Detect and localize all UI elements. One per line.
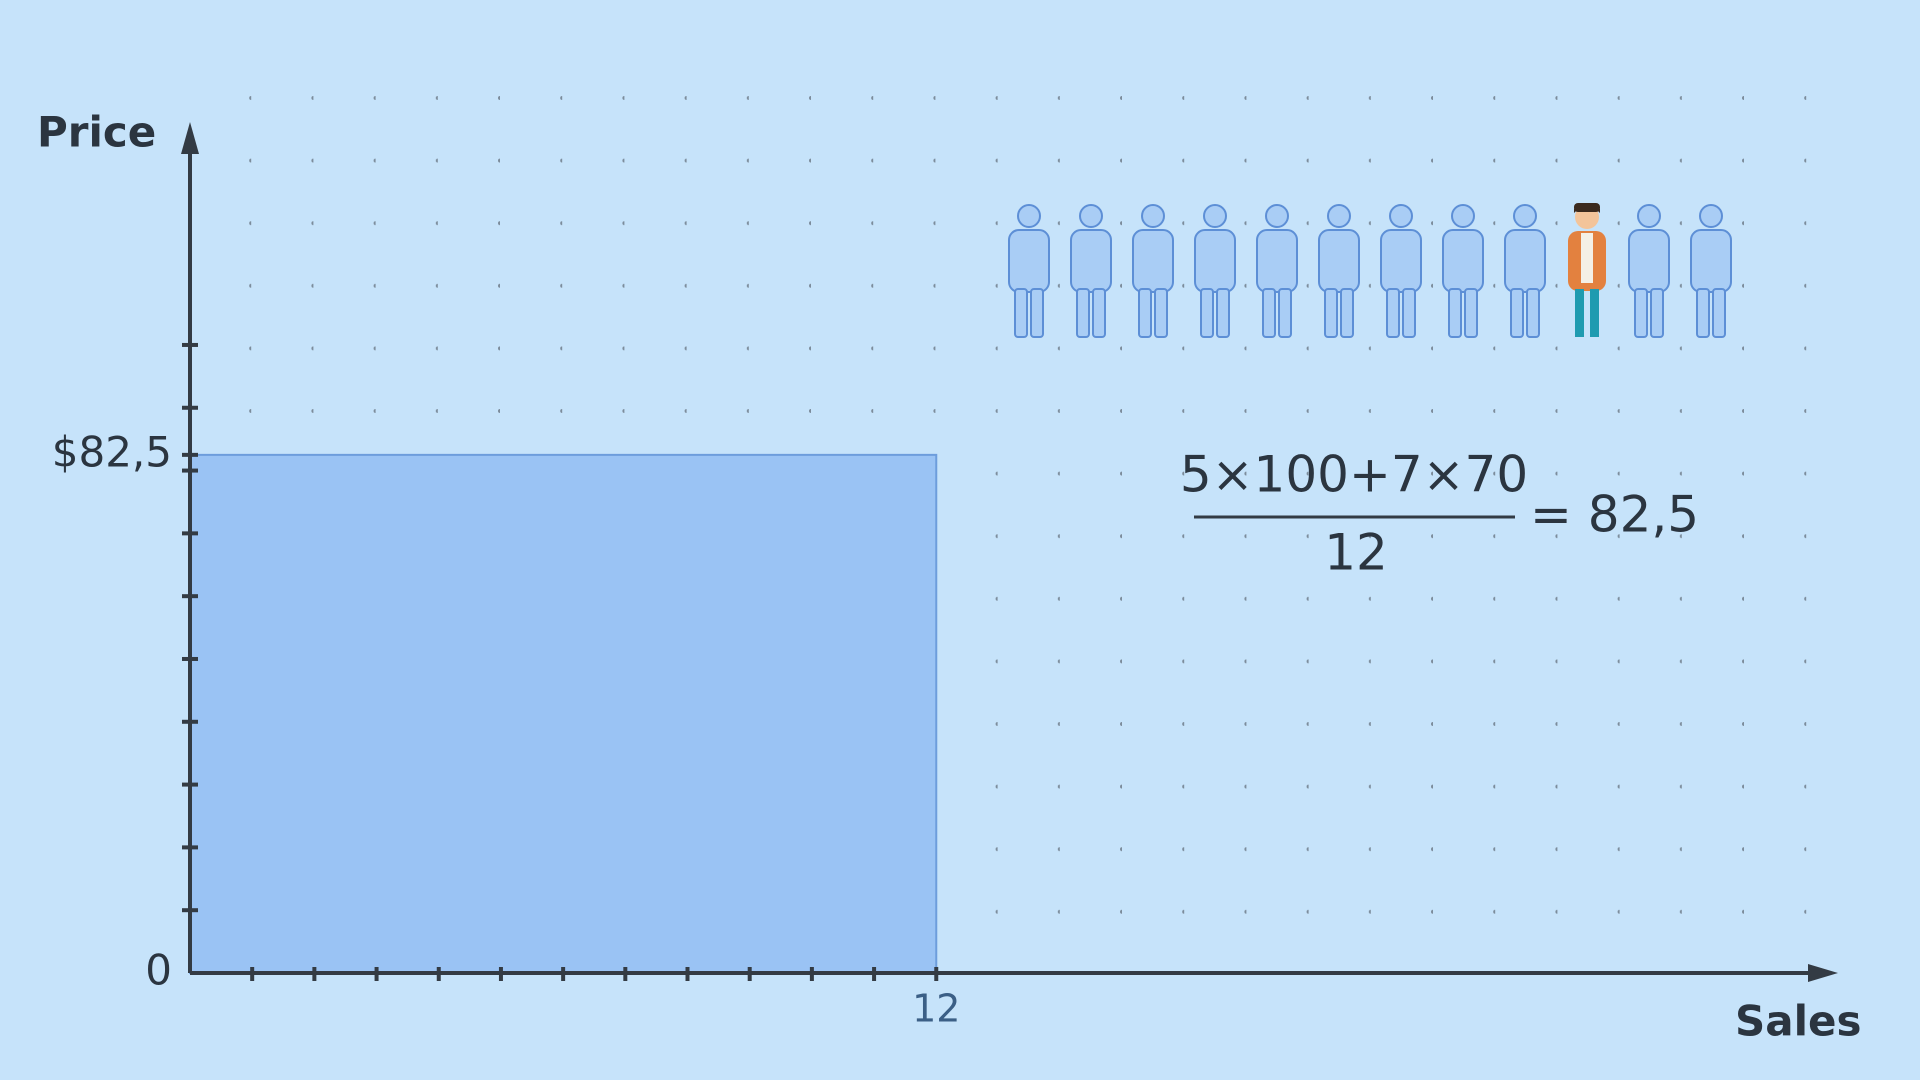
formula-numerator: 5×100+7×70: [1180, 446, 1528, 504]
y-tick-label: $82,5: [52, 427, 172, 476]
x-axis-label: Sales: [1735, 997, 1861, 1046]
bar: [189, 453, 938, 974]
formula-denominator: 12: [1324, 524, 1388, 582]
y-axis-label: Price: [37, 108, 156, 157]
formula-result: = 82,5: [1530, 486, 1699, 544]
y-axis-arrow: [181, 122, 199, 154]
y-tick-label: 0: [145, 946, 172, 995]
x-tick-label: 12: [912, 987, 960, 1031]
x-axis-arrow: [1808, 964, 1838, 982]
